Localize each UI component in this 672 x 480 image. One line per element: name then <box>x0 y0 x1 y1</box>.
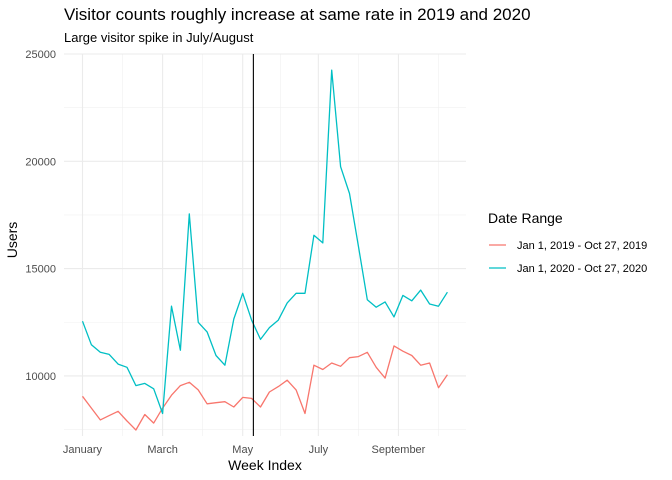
series-lines <box>81 69 448 431</box>
grid-lines <box>64 53 466 436</box>
x-axis-title: Week Index <box>228 457 302 473</box>
y-tick-label: 20000 <box>25 156 56 168</box>
legend-item-label: Jan 1, 2020 - Oct 27, 2020 <box>517 263 647 275</box>
x-tick-label: September <box>372 444 426 456</box>
chart-title: Visitor counts roughly increase at same … <box>64 5 531 24</box>
x-axis-ticks: January March May July September <box>63 444 426 456</box>
x-tick-label: July <box>309 444 329 456</box>
y-axis-title: Users <box>4 222 20 259</box>
y-tick-label: 15000 <box>25 264 56 276</box>
y-tick-label: 25000 <box>25 49 56 61</box>
x-tick-label: May <box>232 444 253 456</box>
x-tick-label: January <box>63 444 103 456</box>
legend-item-label: Jan 1, 2019 - Oct 27, 2019 <box>517 240 647 252</box>
x-tick-label: March <box>147 444 178 456</box>
legend: Date Range Jan 1, 2019 - Oct 27, 2019 Jan… <box>488 210 647 275</box>
series-line-2 <box>81 69 448 415</box>
series-line-1 <box>81 345 448 431</box>
y-axis-ticks: 10000 15000 20000 25000 <box>25 49 56 383</box>
y-tick-label: 10000 <box>25 371 56 383</box>
chart-subtitle: Large visitor spike in July/August <box>64 30 254 45</box>
legend-title: Date Range <box>488 210 563 226</box>
